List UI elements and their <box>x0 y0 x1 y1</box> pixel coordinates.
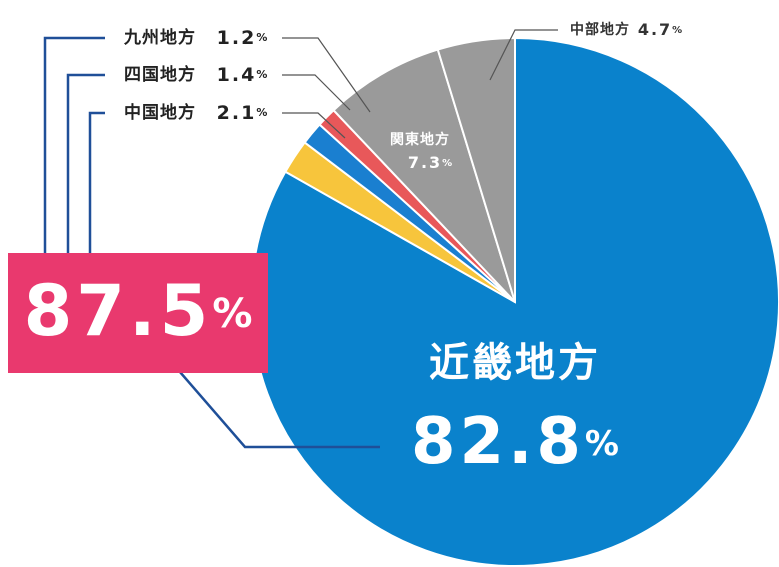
leader-line <box>179 371 380 449</box>
total-label: 87.5% <box>24 270 253 352</box>
slice-name: 近畿地方 <box>429 340 601 386</box>
unit: % <box>212 291 252 337</box>
leader-line <box>282 112 346 139</box>
leader-line <box>88 111 105 255</box>
slice-value-label: 2.1% <box>217 102 268 124</box>
leader-line <box>489 29 558 81</box>
slice-name: 九州地方 <box>123 27 196 48</box>
leader-line <box>282 74 351 111</box>
leader-lines <box>282 29 558 139</box>
leader-line <box>282 37 371 113</box>
slice-value: 2.1 <box>217 102 257 124</box>
unit: % <box>585 424 619 464</box>
leader-line <box>66 73 105 255</box>
slice-value: 4.7 <box>638 20 672 39</box>
slice-value-label: 1.4% <box>217 64 268 86</box>
slice-value-label: 7.3% <box>408 153 452 172</box>
pie-slice <box>332 48 516 303</box>
unit: % <box>256 31 267 44</box>
slice-value-label: 82.8% <box>411 405 619 479</box>
labels: 近畿地方 82.8% 中国地方 2.1% 四国地方 1.4% 九州地方 1.2% 関東地方 7.3… <box>123 20 682 479</box>
leader-line <box>43 36 105 255</box>
slice-name: 関東地方 <box>390 131 450 148</box>
pie-slice <box>436 36 516 303</box>
unit: % <box>442 158 452 169</box>
slice-name: 四国地方 <box>124 64 196 85</box>
slice-name: 中国地方 <box>124 102 196 123</box>
slice-name: 中部地方 <box>570 21 630 38</box>
unit: % <box>672 25 682 36</box>
total-value: 87.5 <box>24 270 213 352</box>
slice-value: 7.3 <box>408 153 442 172</box>
unit: % <box>256 68 267 81</box>
slice-value: 1.4 <box>217 64 257 86</box>
unit: % <box>256 106 267 119</box>
pie-slice <box>250 36 779 567</box>
slice-value: 82.8 <box>411 405 585 479</box>
slice-value-label: 1.2% <box>217 27 268 49</box>
pie <box>250 36 779 567</box>
leader-lines <box>43 36 380 449</box>
slice-value-label: 4.7% <box>638 20 682 39</box>
slice-value: 1.2 <box>217 27 257 49</box>
total-box <box>8 253 268 373</box>
